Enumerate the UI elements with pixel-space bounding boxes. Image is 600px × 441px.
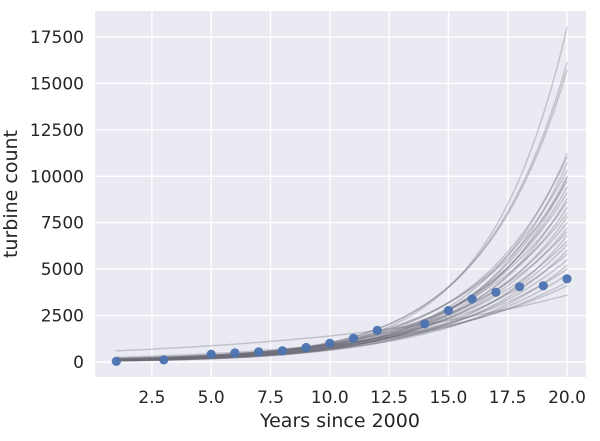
data-point xyxy=(111,356,121,366)
x-tick-label: 7.5 xyxy=(257,388,284,408)
posterior-sample-curve xyxy=(115,264,568,361)
posterior-sample-curve xyxy=(115,26,568,362)
x-tick-label: 10.0 xyxy=(311,388,349,408)
posterior-sample-curve xyxy=(115,181,568,361)
data-point xyxy=(348,333,359,343)
data-point xyxy=(277,346,287,356)
data-point xyxy=(159,355,169,365)
y-tick-label: 2500 xyxy=(41,307,84,327)
tick-layer: 2.5 5.0 7.5 10.0 12.5 15.0 17.5 20.0 0 2500 5000 75… xyxy=(30,28,586,408)
posterior-sample-curve xyxy=(115,162,568,362)
y-tick-label: 7500 xyxy=(41,214,84,234)
posterior-sample-curve xyxy=(115,244,568,361)
posterior-sample-curve xyxy=(115,177,568,362)
data-point xyxy=(206,349,216,359)
posterior-sample-curve xyxy=(115,249,568,361)
data-point xyxy=(538,281,548,291)
posterior-sample-curve xyxy=(115,234,568,362)
posterior-sample-curve xyxy=(115,192,568,361)
posterior-sample-curve xyxy=(115,186,568,362)
y-tick-label: 15000 xyxy=(30,74,84,94)
x-tick-label: 17.5 xyxy=(489,388,527,408)
data-point xyxy=(467,294,477,304)
posterior-sample-curve xyxy=(115,240,568,361)
y-tick-label: 12500 xyxy=(30,121,84,141)
posterior-sample-curve xyxy=(115,227,568,361)
y-tick-label: 17500 xyxy=(30,28,84,48)
posterior-sample-curve xyxy=(115,69,568,362)
data-point xyxy=(301,342,311,353)
x-tick-label: 20.0 xyxy=(548,388,586,408)
x-tick-label: 12.5 xyxy=(370,388,408,408)
y-tick-label: 10000 xyxy=(30,167,84,187)
posterior-sample-curve xyxy=(115,201,568,361)
plot-layer xyxy=(95,11,586,377)
posterior-sample-curve xyxy=(115,253,568,360)
posterior-sample-curve xyxy=(115,153,568,362)
y-tick-label: 0 xyxy=(73,353,84,373)
posterior-sample-curve xyxy=(115,259,568,361)
posterior-sample-curve xyxy=(115,212,568,360)
posterior-sample-curve xyxy=(115,175,568,362)
data-point xyxy=(325,338,335,348)
y-axis-label: turbine count xyxy=(0,130,22,258)
data-point xyxy=(443,305,453,316)
data-point xyxy=(491,287,501,297)
data-point xyxy=(254,347,264,357)
posterior-sample-curve xyxy=(115,156,568,361)
posterior-sample-curve xyxy=(115,207,568,361)
posterior-sample-curve xyxy=(115,197,568,362)
data-point xyxy=(515,282,525,292)
x-tick-label: 2.5 xyxy=(138,388,165,408)
scatter-series xyxy=(111,274,572,366)
posterior-sample-curve xyxy=(115,285,568,359)
data-point xyxy=(230,348,240,358)
posterior-sample-curve xyxy=(115,268,568,360)
posterior-sample-curve xyxy=(115,281,568,360)
posterior-sample-curve xyxy=(115,273,568,360)
posterior-sample-curve xyxy=(115,169,568,361)
x-tick-label: 15.0 xyxy=(429,388,467,408)
data-point xyxy=(420,319,430,329)
x-tick-label: 5.0 xyxy=(198,388,225,408)
data-point xyxy=(372,325,382,335)
x-axis-label: Years since 2000 xyxy=(259,410,420,432)
posterior-sample-curve xyxy=(115,294,568,352)
data-point xyxy=(562,274,572,284)
y-tick-label: 5000 xyxy=(41,260,84,280)
posterior-sample-curve xyxy=(115,62,568,362)
